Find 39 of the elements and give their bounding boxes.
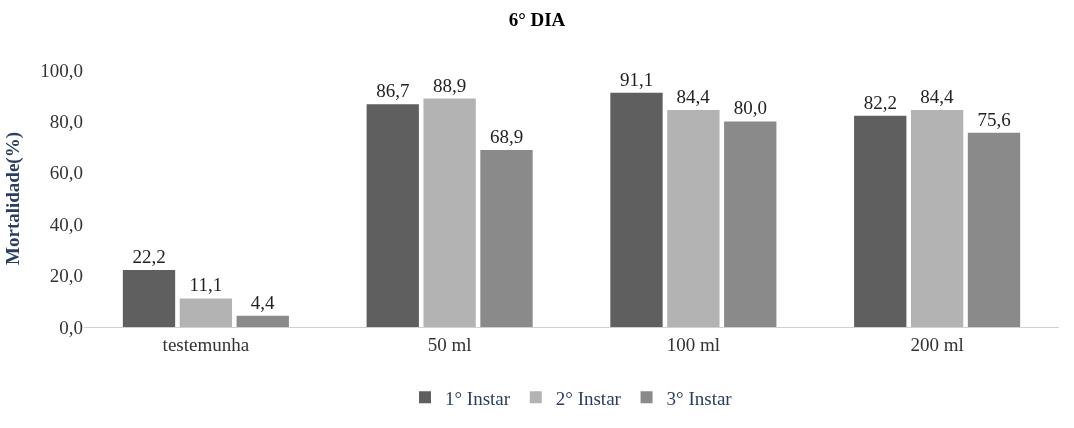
bar — [724, 121, 777, 327]
bar — [667, 110, 720, 327]
y-tick-label: 100,0 — [40, 59, 83, 81]
y-tick-label: 80,0 — [49, 111, 83, 133]
data-label: 80,0 — [733, 97, 767, 119]
data-label: 75,6 — [977, 108, 1011, 130]
x-tick-label: 100 ml — [666, 333, 721, 355]
data-label: 22,2 — [132, 245, 166, 267]
y-tick-label: 20,0 — [49, 265, 83, 287]
x-tick-label: 50 ml — [427, 333, 472, 355]
legend-label: 1° Instar — [445, 387, 511, 409]
bar — [179, 298, 233, 327]
bar — [122, 269, 176, 327]
bar — [423, 98, 476, 327]
bar — [854, 115, 907, 327]
y-tick-label: 60,0 — [49, 162, 83, 184]
y-tick-label: 40,0 — [49, 213, 83, 235]
data-label: 68,9 — [489, 125, 524, 147]
x-tick-label: testemunha — [162, 333, 250, 355]
data-label: 84,4 — [920, 86, 954, 108]
bar — [967, 132, 1021, 327]
bar — [236, 315, 289, 327]
y-tick-label: 0,0 — [59, 316, 83, 338]
x-tick-label: 200 ml — [910, 333, 964, 355]
data-label: 91,1 — [619, 68, 654, 90]
legend-label: 2° Instar — [555, 387, 622, 409]
data-label: 82,2 — [863, 91, 897, 113]
data-label: 11,1 — [189, 274, 223, 296]
legend-label: 3° Instar — [666, 387, 733, 409]
data-label: 88,9 — [433, 74, 467, 96]
data-label: 84,4 — [676, 86, 711, 108]
bar — [910, 110, 964, 327]
bar — [610, 92, 663, 327]
bar — [480, 149, 533, 327]
y-axis-title: Mortalidade(%) — [2, 132, 25, 265]
chart-title: 6° DIA — [508, 9, 566, 31]
data-label: 4,4 — [250, 291, 275, 313]
bar — [366, 104, 419, 327]
data-label: 86,7 — [376, 80, 410, 102]
